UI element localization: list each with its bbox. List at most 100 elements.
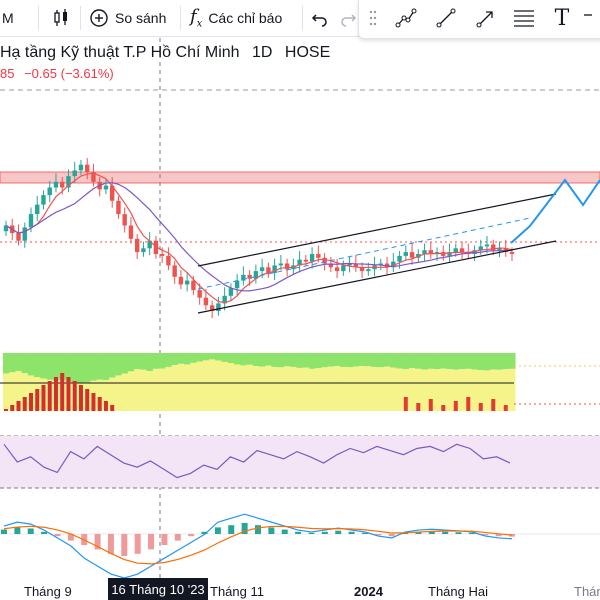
symbol-legend[interactable]: Hạ tầng Kỹ thuật T.P Hồ Chí Minh 1D HOSE [0,44,338,62]
candle-body [316,254,321,258]
candle-body [484,244,490,247]
ma-slow-line [5,182,513,292]
momentum-bar [466,397,471,411]
candle-body [272,265,277,273]
indicators-button[interactable]: fx Các chỉ báo [190,0,282,36]
momentum-band-green [196,353,204,362]
more-tools-button[interactable] [577,0,599,36]
macd-histogram-bar [281,529,288,534]
candle-body [172,265,177,277]
candle-body [359,267,365,272]
momentum-band-yellow [283,366,291,411]
momentum-band-green [221,353,229,362]
momentum-band-yellow [259,366,266,411]
candle-body [278,263,284,266]
momentum-bar [35,389,40,411]
text-tool[interactable]: T [547,0,577,36]
macd-histogram-bar [121,534,128,556]
momentum-band-green [477,353,485,371]
momentum-bar [78,385,83,411]
momentum-band-yellow [352,366,360,411]
trend-angle-tool[interactable] [391,0,421,36]
momentum-band-green [259,353,266,367]
macd-histogram-bar [388,534,395,537]
momentum-band-yellow [234,364,241,411]
toolbar-divider [38,6,39,30]
momentum-bar [441,405,446,411]
candle-body [228,288,234,296]
momentum-band-yellow [333,366,341,411]
macd-histogram-bar [468,532,475,534]
price-change: −0.65 [24,66,57,81]
momentum-band-green [27,353,35,376]
channel-lower-line[interactable] [197,240,557,314]
arrow-line-icon [476,11,493,28]
momentum-band-green [265,353,272,366]
horizontal-levels-icon [514,10,534,27]
symbol-exchange: HOSE [284,44,331,61]
momentum-band-green [490,353,497,370]
drag-handle[interactable] [363,0,383,36]
fib-retracement-tool[interactable] [509,0,539,36]
channel-middle-dashed-line[interactable] [197,217,531,290]
compare-label: So sánh [115,10,167,26]
candle-body [309,254,315,262]
redo-button[interactable] [338,0,358,36]
momentum-band-yellow [9,372,16,411]
trend-line-tool[interactable] [431,0,461,36]
momentum-band-green [271,353,279,367]
compare-button[interactable]: So sánh [89,0,166,36]
chart-type-button[interactable] [50,0,72,36]
candle-body [284,263,290,270]
momentum-band-green [165,353,172,367]
momentum-band-yellow [427,368,435,411]
momentum-panel [0,353,600,411]
momentum-band-green [296,353,304,368]
momentum-band-green [390,353,397,368]
arrow-tool[interactable] [471,0,501,36]
momentum-band-yellow [433,369,441,411]
candle-body [209,305,215,311]
momentum-band-yellow [152,368,160,411]
momentum-bar [503,405,508,411]
macd-histogram-bar [214,527,221,534]
momentum-band-yellow [21,373,29,411]
candle-body [116,200,121,215]
momentum-band-green [127,353,135,372]
momentum-band-green [71,353,79,383]
rsi-line [3,443,511,479]
momentum-band-green [90,353,97,381]
momentum-bar [478,403,483,411]
candle-body [53,181,59,188]
candle-body [478,246,483,251]
candle-body [247,274,252,279]
channel-upper-line[interactable] [197,193,557,267]
momentum-band-green [9,353,16,373]
macd-histogram-bar [428,531,435,534]
candle-body [22,227,27,241]
candle-body [16,233,21,241]
momentum-band-green [371,353,379,367]
toolbar-divider [180,6,181,30]
momentum-bar [91,393,96,411]
resistance-zone[interactable] [0,171,600,184]
momentum-band-yellow [227,363,235,411]
momentum-band-green [452,353,460,370]
momentum-band-green [440,353,447,369]
momentum-band-green [140,353,147,370]
projection-path[interactable] [510,178,600,244]
momentum-band-green [96,353,104,380]
candle-body [347,263,352,266]
interval-selector[interactable]: M [2,0,14,36]
candle-body [109,185,115,201]
momentum-band-yellow [321,367,329,411]
macd-histogram-bar [188,534,195,537]
macd-histogram-bar [1,529,7,534]
macd-histogram-bar [375,534,382,536]
momentum-bar [16,401,21,411]
momentum-band-green [77,353,85,383]
momentum-band-yellow [452,369,460,411]
momentum-band-yellow [171,365,179,411]
undo-button[interactable] [310,0,330,36]
